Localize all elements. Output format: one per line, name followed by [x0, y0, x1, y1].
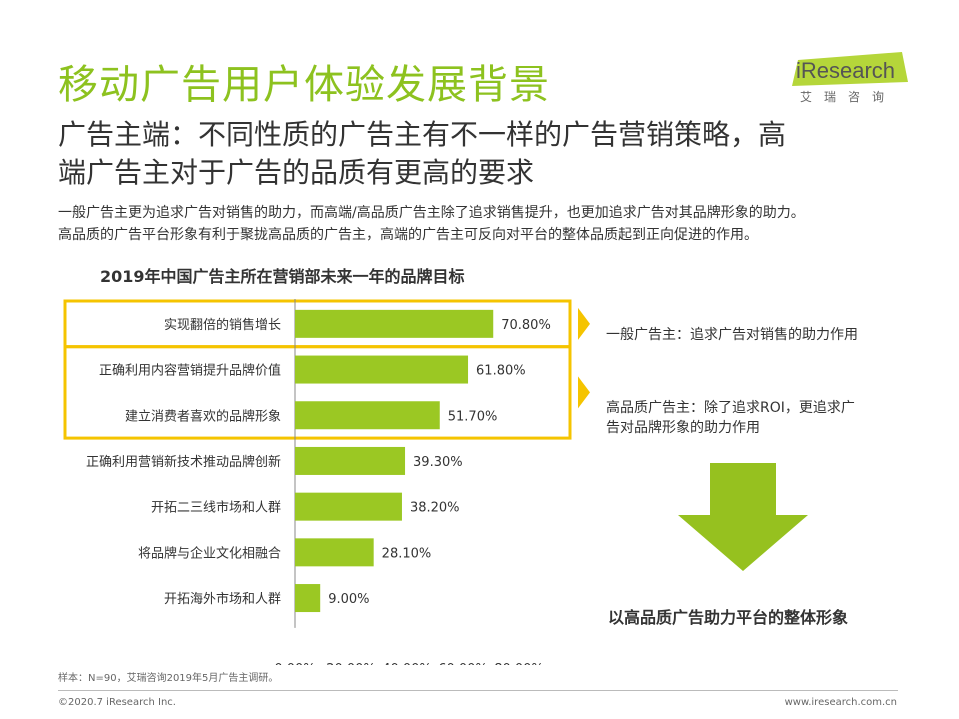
- logo-sub-text: 艾瑞咨询: [800, 90, 897, 104]
- data-label-3: 51.70%: [448, 409, 498, 424]
- category-label-6: 将品牌与企业文化相融合: [138, 545, 281, 561]
- x-tick-label-5: 80.00%: [494, 662, 544, 665]
- iresearch-logo: iResearch 艾瑞咨询: [788, 48, 916, 110]
- bar-3: [295, 401, 440, 430]
- data-label-6: 28.10%: [382, 546, 432, 561]
- intro-line-1: 一般广告主更为追求广告对销售的助力，而高端/高品质广告主除了追求销售提升，也更加…: [58, 205, 805, 221]
- bar-6: [295, 538, 374, 567]
- note-premium-advertiser: 高品质广告主：除了追求ROI，更追求广 告对品牌形象的助力作用: [606, 398, 855, 438]
- bar-2: [295, 355, 469, 384]
- data-label-5: 38.20%: [410, 501, 460, 516]
- footer-divider: [58, 690, 898, 691]
- logo-badge-icon: [792, 52, 908, 86]
- x-tick-label-4: 60.00%: [438, 662, 488, 665]
- category-label-2: 正确利用内容营销提升品牌价值: [99, 363, 281, 379]
- x-tick-label-2: 20.00%: [326, 662, 376, 665]
- data-label-2: 61.80%: [476, 364, 526, 379]
- bar-4: [295, 446, 406, 475]
- bar-5: [295, 492, 402, 521]
- data-label-7: 9.00%: [328, 592, 369, 607]
- category-label-4: 正确利用营销新技术推动品牌创新: [86, 454, 281, 470]
- sample-note: 样本：N=90，艾瑞咨询2019年5月广告主调研。: [58, 673, 279, 684]
- category-label-7: 开拓海外市场和人群: [164, 591, 281, 607]
- bar-chart: 实现翻倍的销售增长 70.80% 正确利用内容营销提升品牌价值 61.80% 建立消费者…: [63, 299, 590, 665]
- category-label-3: 建立消费者喜欢的品牌形象: [125, 408, 281, 424]
- copyright-text: ©2020.7 iResearch Inc.: [58, 697, 176, 708]
- data-label-1: 70.80%: [501, 318, 551, 333]
- bar-1: [295, 309, 494, 338]
- page-title: 移动广告用户体验发展背景: [58, 62, 550, 108]
- chart-title: 2019年中国广告主所在营销部未来一年的品牌目标: [100, 267, 465, 286]
- note-general-advertiser: 一般广告主：追求广告对销售的助力作用: [606, 327, 858, 343]
- category-label-1: 实现翻倍的销售增长: [164, 317, 281, 333]
- subtitle-line-2: 端广告主对于广告的品质有更高的要求: [58, 156, 535, 189]
- subtitle-line-1: 广告主端：不同性质的广告主有不一样的广告营销策略，高: [58, 118, 787, 151]
- intro-line-2: 高品质的广告平台形象有利于聚拢高品质的广告主，高端的广告主可反向对平台的整体品质…: [58, 227, 758, 243]
- bar-7: [295, 584, 321, 613]
- logo-brand-text: iResearch: [796, 58, 896, 83]
- down-arrow-icon: [678, 463, 808, 571]
- note-premium-line-1: 高品质广告主：除了追求ROI，更追求广: [606, 400, 855, 416]
- highlight-box-2: [63, 345, 572, 440]
- x-tick-label-3: 40.00%: [382, 662, 432, 665]
- data-label-4: 39.30%: [413, 455, 463, 470]
- chevron-right-icon: [578, 376, 590, 409]
- category-label-5: 开拓二三线市场和人群: [151, 500, 281, 516]
- website-text: www.iresearch.com.cn: [784, 697, 897, 708]
- conclusion-text: 以高品质广告助力平台的整体形象: [608, 608, 849, 627]
- x-tick-label-1: 0.00%: [274, 662, 315, 665]
- chevron-right-icon: [578, 307, 590, 340]
- note-premium-line-2: 告对品牌形象的助力作用: [606, 420, 760, 436]
